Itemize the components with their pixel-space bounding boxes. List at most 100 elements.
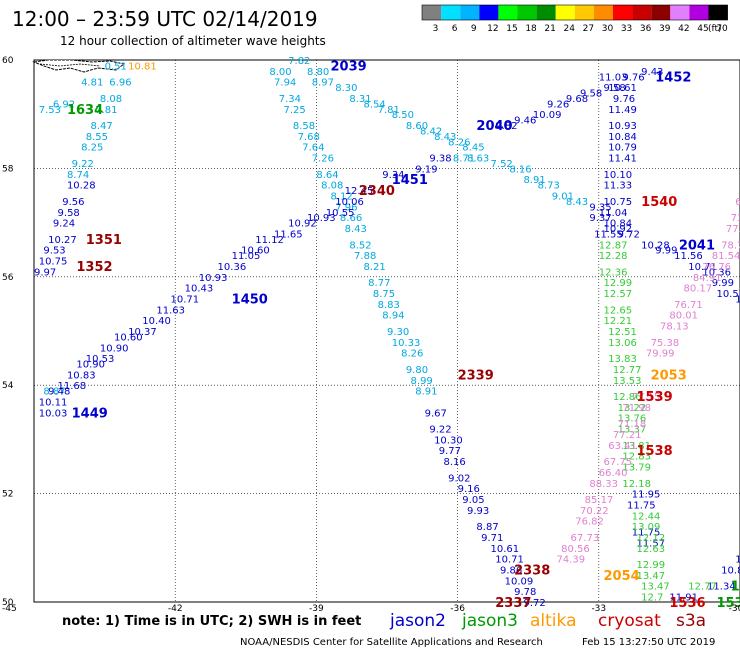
colorbar-label: 33: [621, 24, 632, 34]
wave-height-value: 10.92: [604, 224, 633, 235]
wave-height-value: 8.54: [363, 99, 385, 110]
wave-height-value: 10.09: [533, 110, 562, 121]
wave-height-value: 9.86: [500, 565, 522, 576]
colorbar-swatch: [536, 5, 556, 20]
wave-height-value: 13.79: [622, 463, 651, 474]
wave-height-value: 10.60: [114, 332, 143, 343]
wave-height-value: 8.21: [363, 262, 385, 273]
wave-height-value: 9.02: [448, 473, 470, 484]
pass-time-label: 2340: [359, 184, 395, 199]
wave-height-value: 8.12: [331, 192, 353, 203]
wave-height-value: 13.09: [632, 522, 661, 533]
wave-height-value: 9.22: [72, 159, 94, 170]
wave-height-value: 9.93: [467, 506, 489, 517]
wave-height-value: 12.12: [636, 533, 665, 544]
wave-height-value: 10.36: [218, 262, 247, 273]
wave-height-value: 12.44: [632, 511, 661, 522]
wave-height-value: 4.81: [81, 78, 103, 89]
wave-height-value: 8.64: [316, 170, 338, 181]
wave-height-value: 76.76: [702, 262, 731, 273]
colorbar-swatch: [670, 5, 690, 20]
wave-height-value: 10.28: [67, 181, 96, 192]
wave-height-value: 13.06: [608, 338, 637, 349]
wave-height-value: 12.99: [604, 278, 633, 289]
wave-height-value: 10.90: [100, 343, 129, 354]
wave-height-value: 11.55: [594, 229, 623, 240]
pass-time-label: 1539: [636, 390, 672, 405]
wave-height-value: 7.82: [288, 56, 310, 67]
x-tick-label: -39: [309, 604, 324, 614]
pass-time-label: 1634: [67, 103, 103, 118]
colorbar-swatch: [632, 5, 652, 20]
wave-height-value: 78.78: [721, 240, 740, 251]
wave-height-value: 9.38: [429, 154, 451, 165]
wave-height-value: 7.96: [335, 202, 357, 213]
wave-height-value: 11.65: [274, 229, 303, 240]
colorbar-label: 42: [678, 24, 689, 34]
colorbar-label: 12: [487, 24, 498, 34]
wave-height-value: 10.61: [608, 83, 637, 94]
pass-time-label: 14:: [731, 580, 740, 595]
y-tick-label: 56: [2, 273, 14, 283]
y-tick-label: 60: [2, 56, 14, 66]
wave-height-value: 11.75: [627, 500, 656, 511]
wave-height-value: 8.77: [368, 278, 390, 289]
wave-height-value: 67.73: [571, 533, 600, 544]
chart-title: 12:00 – 23:59 UTC 02/14/2019: [12, 7, 318, 31]
wave-height-value: 7.53: [39, 105, 61, 116]
wave-height-value: 7.26: [312, 154, 334, 165]
wave-height-value: 12.99: [636, 560, 665, 571]
wave-height-value: 8.83: [378, 300, 400, 311]
wave-height-value: 77.15: [632, 392, 661, 403]
wave-height-value: 9.68: [566, 94, 588, 105]
wave-height-value: 7.68: [298, 132, 320, 143]
pass-time-label: 2040: [476, 119, 512, 134]
pass-time-label: 1450: [232, 292, 268, 307]
wave-height-value: 8.80: [307, 67, 329, 78]
wave-height-value: 8.74: [67, 170, 89, 181]
colorbar-label: 36: [640, 24, 652, 34]
wave-height-value: 10.90: [76, 360, 105, 371]
wave-height-value: 13.53: [613, 376, 642, 387]
wave-height-value: 8.26: [401, 349, 423, 360]
wave-height-value: 9.72: [523, 598, 545, 609]
wave-height-value: 7.88: [354, 251, 376, 262]
wave-height-value: 9.53: [43, 246, 65, 257]
colorbar-swatch: [708, 5, 728, 20]
wave-height-value: 7.94: [274, 78, 296, 89]
wave-height-value: 8.43: [434, 132, 456, 143]
wave-height-value: 80.01: [669, 311, 698, 322]
wave-height-value: 13.47: [636, 571, 665, 582]
colorbar-swatch: [613, 5, 633, 20]
wave-height-value: 10.61: [491, 544, 520, 555]
wave-height-value: 12.83: [622, 452, 651, 463]
wave-height-value: 8.26: [448, 137, 470, 148]
wave-height-value: 11.41: [608, 154, 637, 165]
wave-height-value: 9.26: [547, 99, 569, 110]
wave-height-value: 8.58: [293, 121, 315, 132]
wave-height-value: 13.37: [618, 425, 647, 436]
legend-entry: cryosat: [598, 611, 661, 631]
wave-height-value: 76.71: [674, 300, 703, 311]
wave-height-value: 11.49: [608, 105, 637, 116]
pass-time-label: 1351: [86, 233, 122, 248]
wave-height-value: 66.40: [599, 468, 628, 479]
wave-height-value: 10.71: [495, 555, 524, 566]
wave-height-value: 8.00: [269, 67, 291, 78]
wave-height-value: 9.43: [641, 67, 663, 78]
x-tick-label: -33: [591, 604, 606, 614]
wave-height-value: 67.75: [604, 457, 633, 468]
legend-entry: altika: [530, 611, 577, 631]
pass-time-label: 2039: [331, 59, 367, 74]
wave-height-value: 8.91: [523, 175, 545, 186]
wave-height-value: 9.24: [53, 219, 75, 230]
colorbar-unit: (ft): [708, 24, 722, 34]
wave-height-value: 10.36: [702, 267, 731, 278]
pass-time-label: 1538: [636, 444, 672, 459]
wave-height-value: 10.40: [142, 316, 171, 327]
coastline-greenland: [32, 59, 126, 73]
wave-height-value: 10.43: [185, 284, 214, 295]
colorbar-label: 3: [433, 24, 439, 34]
pass-time-label: 1352: [76, 260, 112, 275]
